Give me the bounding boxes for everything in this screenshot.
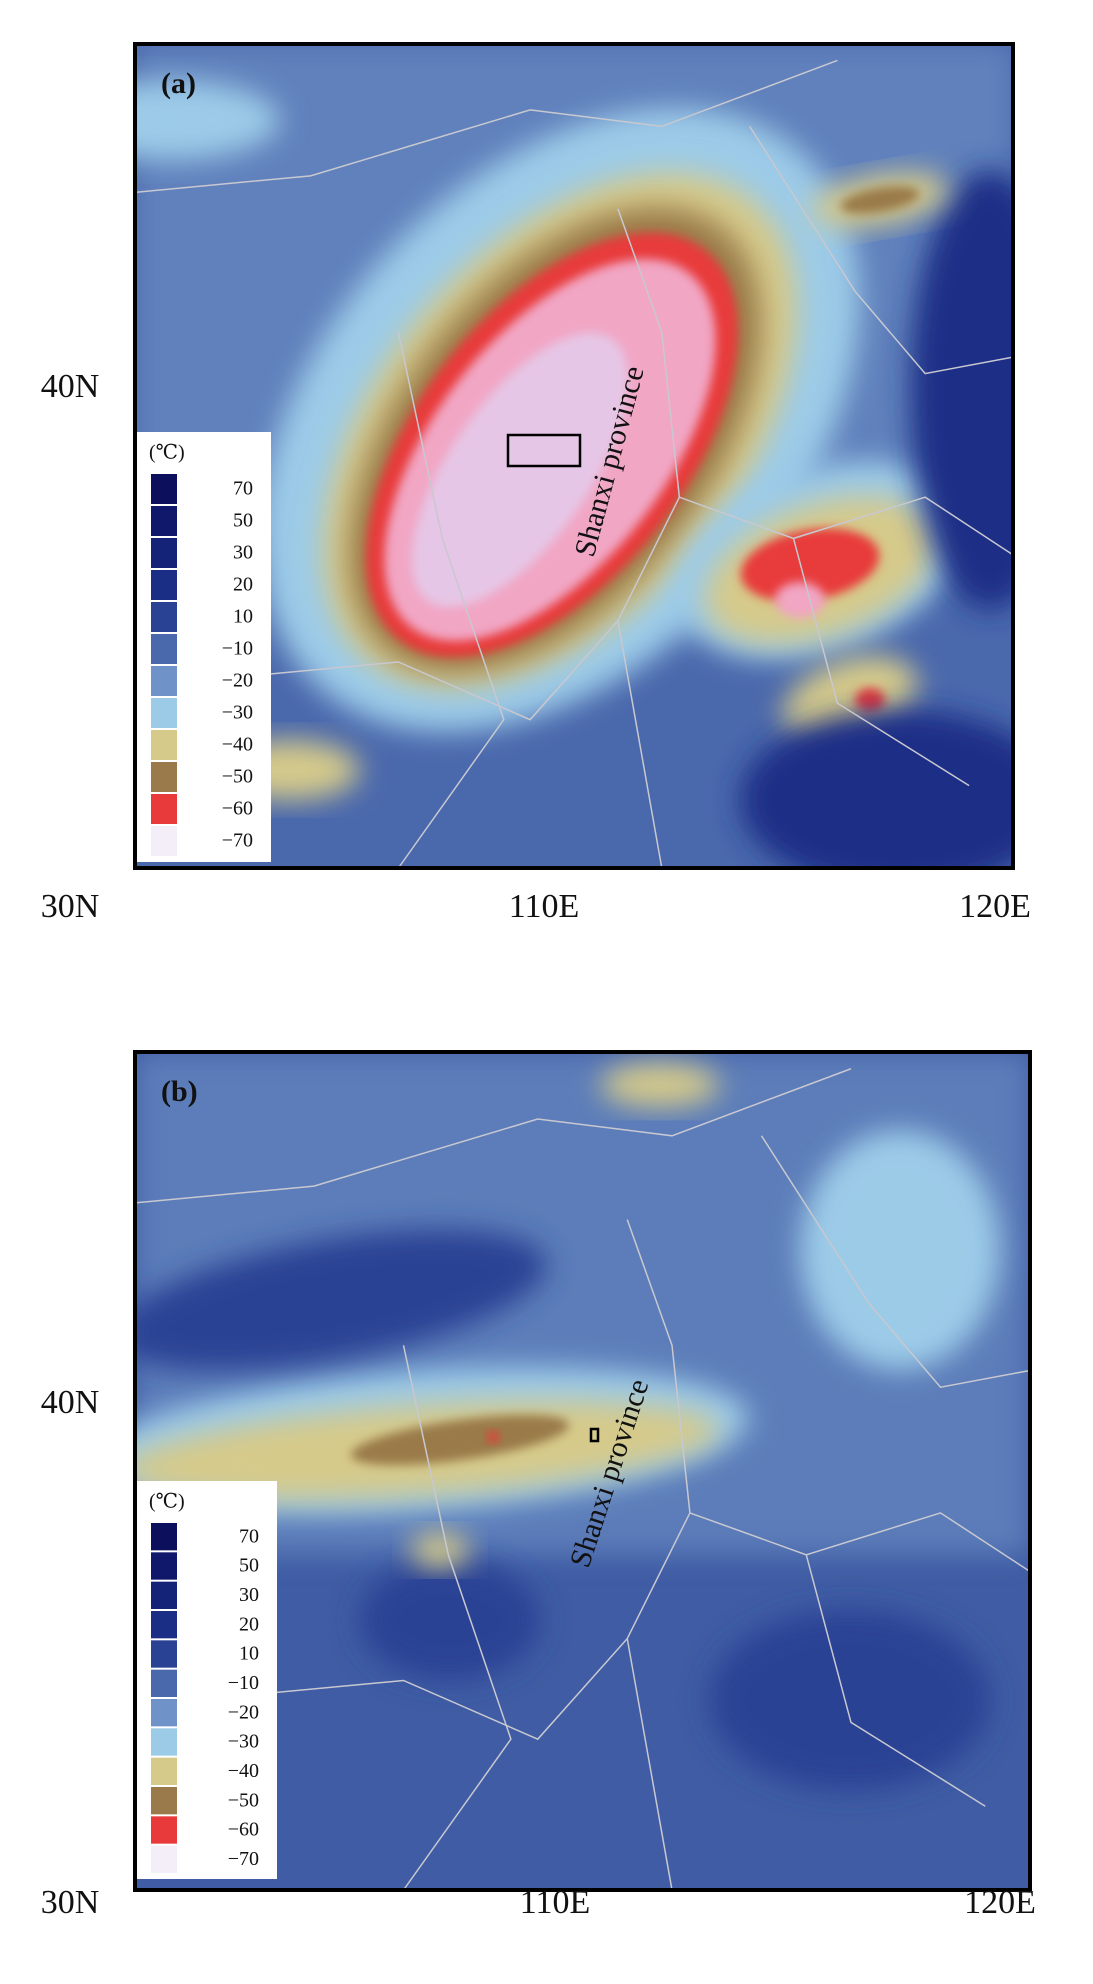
legend-swatch [151,730,177,760]
cloud [487,1431,499,1443]
legend-swatch [151,1581,177,1609]
legend-label: 70 [233,478,253,500]
panel-label: (b) [161,1075,198,1108]
legend-label: −60 [228,1819,259,1841]
cloud [710,1610,990,1790]
satellite-image [135,44,1013,868]
legend-swatch [151,1552,177,1580]
study-box [589,1427,600,1443]
boundary-line [135,1068,852,1204]
cloud [600,1063,720,1107]
legend-label: −20 [222,670,253,692]
cloud [411,332,629,608]
boundary-line [679,496,1013,556]
cloud [351,1414,569,1466]
legend-swatch [151,1787,177,1815]
legend-swatch [151,634,177,664]
legend-swatch [151,506,177,536]
boundary-line [760,1135,1030,1389]
legend-swatch [151,1523,177,1551]
cloud [740,710,1013,868]
lon-label: 120E [959,888,1031,925]
legend-label: 30 [239,1584,259,1606]
lat-label: 40N [41,1384,100,1421]
legend-label: −10 [228,1672,259,1694]
cloud [360,1560,540,1680]
legend-swatch [151,1728,177,1756]
panel-frame [133,1050,1032,1892]
legend-swatch [151,1816,177,1844]
legend-swatch [151,474,177,504]
boundary-line [397,332,505,868]
lon-label: 110E [520,1884,591,1921]
study-box [506,433,582,468]
boundary-line [135,59,838,194]
map-panel: Shanxi province(b)(℃)7050302010−10−20−30… [41,1050,1036,1921]
legend-swatch [151,826,177,856]
legend-label: 50 [233,510,253,532]
legend-label: −20 [228,1701,259,1723]
boundary-line [689,1512,1030,1573]
lat-label: 30N [41,1884,100,1921]
legend-swatch [151,1757,177,1785]
legend-label: −40 [222,734,253,756]
boundary-line [805,1554,986,1807]
legend-unit: (℃) [149,1491,185,1513]
legend-unit: (℃) [149,442,185,464]
legend-swatch [151,602,177,632]
legend-label: 70 [239,1525,259,1547]
lon-label: 110E [509,888,580,925]
legend-swatch [151,1640,177,1668]
legend-label: −70 [222,830,253,852]
legend-swatch [151,1845,177,1873]
legend-label: 30 [233,542,253,564]
satellite-image [135,1052,1030,1890]
legend-label: −40 [228,1760,259,1782]
legend-swatch [151,698,177,728]
legend-label: −70 [228,1848,259,1870]
cloud [410,1532,470,1568]
cloud [910,170,1013,610]
cloud [800,1130,1000,1370]
legend-swatch [151,570,177,600]
legend-label: 20 [239,1613,259,1635]
legend-swatch [151,1699,177,1727]
legend-label: −50 [222,766,253,788]
cloud [775,582,825,618]
map-panel: Shanxi province(a)(℃)7050302010−10−20−30… [41,42,1031,925]
legend-swatch [151,666,177,696]
panel-label: (a) [161,67,196,100]
cloud [855,688,885,712]
legend-swatch [151,1669,177,1697]
boundary-line [402,1345,512,1890]
lon-label: 120E [964,1884,1036,1921]
legend-label: 10 [239,1643,259,1665]
legend-label: 50 [239,1555,259,1577]
cloud [740,528,880,602]
boundary-line [748,125,1013,375]
lat-label: 30N [41,888,100,925]
legend-label: −30 [222,702,253,724]
legend-swatch [151,762,177,792]
legend-label: −10 [222,638,253,660]
cloud [135,80,280,160]
cloud [135,1229,547,1371]
cloud [840,186,920,214]
legend-label: −50 [228,1789,259,1811]
legend-label: 20 [233,574,253,596]
legend-swatch [151,1611,177,1639]
legend-label: −60 [222,798,253,820]
legend-label: −30 [228,1731,259,1753]
boundary-line [792,538,970,787]
legend-label: 10 [233,606,253,628]
lat-label: 40N [41,368,100,405]
legend-swatch [151,794,177,824]
legend-swatch [151,538,177,568]
panel-frame [133,42,1015,870]
